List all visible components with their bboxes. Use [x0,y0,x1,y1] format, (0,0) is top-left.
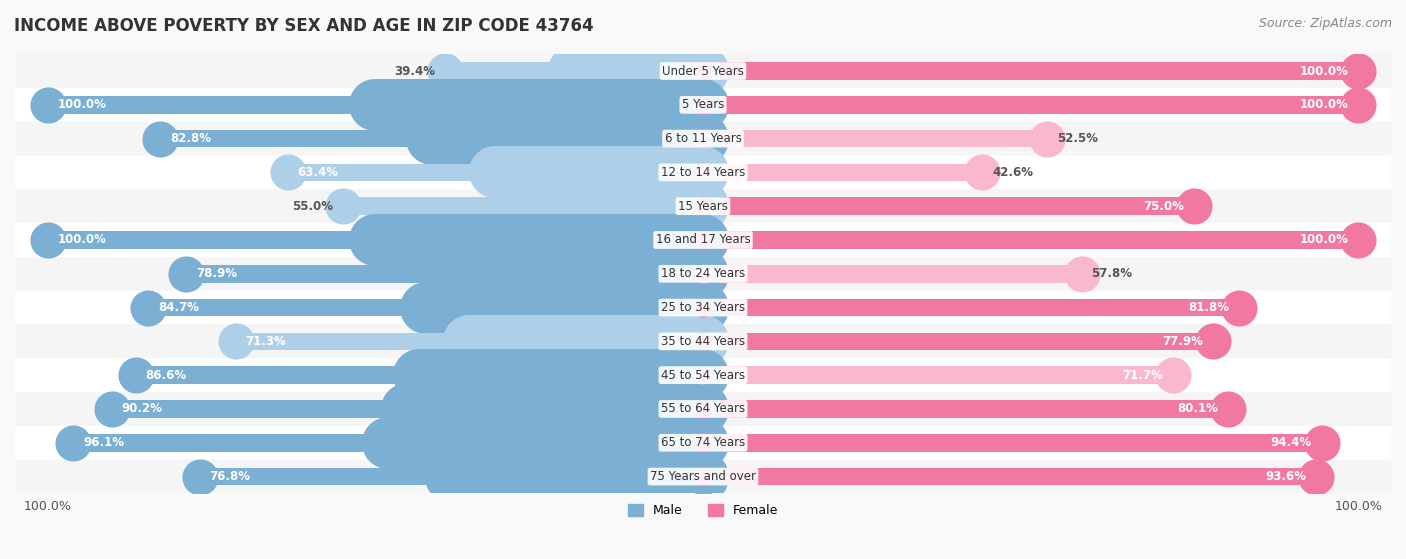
Text: 100.0%: 100.0% [24,500,72,513]
Text: 78.9%: 78.9% [195,267,236,280]
Bar [444,62,703,80]
Text: 100.0%: 100.0% [1299,64,1348,78]
Text: 76.8%: 76.8% [209,470,250,483]
Bar [186,265,703,283]
Text: 15 Years: 15 Years [678,200,728,213]
Bar [236,333,703,350]
FancyBboxPatch shape [15,54,1391,88]
Text: 52.5%: 52.5% [1057,132,1098,145]
Text: 77.9%: 77.9% [1163,335,1204,348]
Text: 71.3%: 71.3% [246,335,287,348]
Bar [703,468,1316,485]
Text: 55.0%: 55.0% [292,200,333,213]
Text: 100.0%: 100.0% [1334,500,1382,513]
Text: 82.8%: 82.8% [170,132,211,145]
Text: 75.0%: 75.0% [1143,200,1185,213]
Text: 71.7%: 71.7% [1122,369,1163,382]
Bar [148,299,703,316]
Text: 12 to 14 Years: 12 to 14 Years [661,166,745,179]
Bar [112,400,703,418]
FancyBboxPatch shape [15,190,1391,223]
Text: 55 to 64 Years: 55 to 64 Years [661,402,745,415]
Bar [703,164,983,181]
Text: 81.8%: 81.8% [1188,301,1229,314]
Bar [703,400,1227,418]
Text: 39.4%: 39.4% [394,64,434,78]
Text: 96.1%: 96.1% [83,436,124,449]
Bar [200,468,703,485]
FancyBboxPatch shape [15,122,1391,155]
Text: 80.1%: 80.1% [1177,402,1218,415]
Text: 100.0%: 100.0% [1299,234,1348,247]
Text: 5 Years: 5 Years [682,98,724,111]
FancyBboxPatch shape [15,426,1391,459]
Text: 18 to 24 Years: 18 to 24 Years [661,267,745,280]
Bar [48,231,703,249]
Text: 93.6%: 93.6% [1265,470,1306,483]
Text: 86.6%: 86.6% [145,369,187,382]
FancyBboxPatch shape [15,324,1391,358]
FancyBboxPatch shape [15,155,1391,190]
Bar [703,265,1081,283]
Text: Under 5 Years: Under 5 Years [662,64,744,78]
Bar [703,231,1358,249]
FancyBboxPatch shape [15,291,1391,324]
Text: 57.8%: 57.8% [1091,267,1133,280]
Bar [703,299,1239,316]
Text: 65 to 74 Years: 65 to 74 Years [661,436,745,449]
Bar [703,333,1213,350]
Text: 100.0%: 100.0% [58,234,107,247]
Bar [288,164,703,181]
Text: 16 and 17 Years: 16 and 17 Years [655,234,751,247]
Text: 94.4%: 94.4% [1271,436,1312,449]
Text: 6 to 11 Years: 6 to 11 Years [665,132,741,145]
Bar [73,434,703,452]
Text: 25 to 34 Years: 25 to 34 Years [661,301,745,314]
Text: 100.0%: 100.0% [58,98,107,111]
Text: 84.7%: 84.7% [157,301,198,314]
FancyBboxPatch shape [15,459,1391,494]
Bar [703,96,1358,113]
Bar [703,434,1322,452]
FancyBboxPatch shape [15,392,1391,426]
Bar [703,366,1173,384]
FancyBboxPatch shape [15,257,1391,291]
FancyBboxPatch shape [15,358,1391,392]
Bar [703,130,1047,148]
Text: 35 to 44 Years: 35 to 44 Years [661,335,745,348]
Text: Source: ZipAtlas.com: Source: ZipAtlas.com [1258,17,1392,30]
Bar [343,197,703,215]
FancyBboxPatch shape [15,88,1391,122]
Legend: Male, Female: Male, Female [623,499,783,522]
Bar [48,96,703,113]
Text: 90.2%: 90.2% [122,402,163,415]
Text: 45 to 54 Years: 45 to 54 Years [661,369,745,382]
Text: 100.0%: 100.0% [1299,98,1348,111]
FancyBboxPatch shape [15,223,1391,257]
Text: 42.6%: 42.6% [993,166,1033,179]
Bar [703,197,1195,215]
Text: 75 Years and over: 75 Years and over [650,470,756,483]
Bar [135,366,703,384]
Bar [703,62,1358,80]
Text: 63.4%: 63.4% [298,166,339,179]
Text: INCOME ABOVE POVERTY BY SEX AND AGE IN ZIP CODE 43764: INCOME ABOVE POVERTY BY SEX AND AGE IN Z… [14,17,593,35]
Bar [160,130,703,148]
